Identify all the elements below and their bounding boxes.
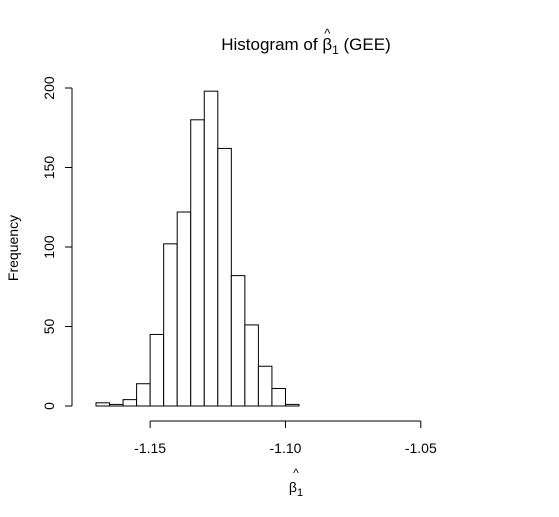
- y-tick-label: 150: [41, 156, 57, 180]
- histogram-bar: [284, 403, 300, 407]
- histogram-bar: [176, 211, 192, 407]
- y-tick-label: 0: [41, 402, 57, 410]
- y-tick-label: 100: [41, 235, 57, 259]
- x-axis-label-text: β1: [289, 479, 303, 499]
- histogram-bar: [230, 275, 246, 407]
- x-axis: -1.15 -1.10 -1.05: [134, 420, 437, 456]
- histogram-bar: [136, 383, 151, 407]
- y-tick-label: 50: [41, 319, 57, 335]
- histogram-bars: [95, 90, 300, 407]
- x-axis-label-subscript: 1: [297, 487, 303, 499]
- x-axis-label-symbol: β: [289, 479, 297, 495]
- x-tick-label: -1.10: [270, 440, 302, 456]
- histogram-bar: [190, 119, 205, 407]
- chart-title-prefix: Histogram of: [221, 35, 322, 54]
- x-axis-label: ^ β1: [289, 466, 303, 499]
- y-axis-label: Frequency: [5, 215, 21, 281]
- histogram-bar: [217, 147, 232, 407]
- histogram-bar: [149, 333, 165, 407]
- histogram-bar: [203, 90, 219, 407]
- chart-title-subscript: 1: [332, 43, 339, 57]
- histogram-bar: [122, 399, 138, 407]
- chart-title-suffix: (GEE): [339, 35, 391, 54]
- y-axis: 0 50 100 150 200: [41, 76, 73, 410]
- x-tick-label: -1.15: [134, 440, 166, 456]
- histogram-bar: [257, 365, 273, 407]
- x-tick-label: -1.05: [405, 440, 437, 456]
- chart-title-symbol: β: [322, 35, 332, 54]
- x-axis-label-hat: ^: [293, 466, 299, 480]
- histogram-bar: [271, 388, 286, 407]
- histogram-bar: [95, 402, 111, 407]
- histogram-bar: [163, 243, 178, 407]
- histogram-bar: [109, 403, 124, 407]
- y-tick-label: 200: [41, 76, 57, 100]
- histogram-bar: [244, 324, 259, 407]
- chart-title: Histogram of β1 (GEE): [221, 35, 391, 57]
- chart-title-hat: ^: [324, 26, 331, 41]
